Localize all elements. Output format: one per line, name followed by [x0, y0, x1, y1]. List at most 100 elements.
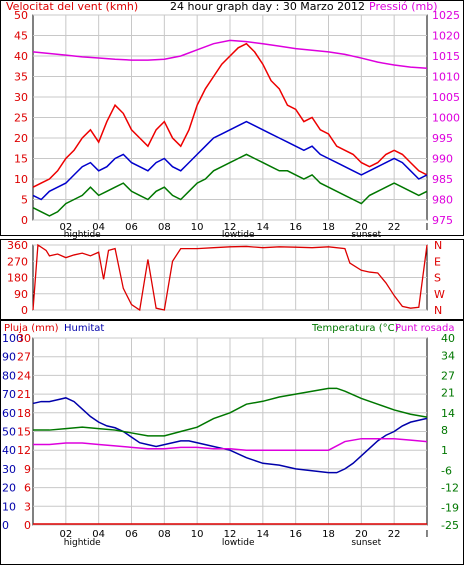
rain-tick-label: 15 [17, 426, 31, 439]
humidity-tick-label: 10 [2, 500, 16, 513]
direction-y-ticks: 0 90 180 270 360 [7, 239, 28, 317]
temperature-tick-label: 8 [441, 424, 448, 437]
humidity-tick-label: 80 [2, 369, 16, 382]
rain-label: Pluja (mm) [4, 323, 59, 334]
humidity-tick-label: 40 [2, 444, 16, 457]
pressure-tick-label: 1025 [432, 9, 460, 22]
x-tick-label: 18 [322, 529, 335, 540]
pressure-tick-label: 1020 [432, 30, 460, 43]
pressure-tick-label: 1015 [432, 50, 460, 63]
series-line-wind_gust [32, 42, 428, 188]
direction-tick-label: 0 [21, 304, 28, 317]
x-tick-label: 14 [256, 222, 269, 233]
x-tick-label: 10 [191, 529, 204, 540]
pressure-tick-label: 995 [432, 132, 453, 145]
temperature-tick-label: 34 [441, 349, 455, 362]
x-event-label: hightide [64, 230, 101, 240]
rain-tick-label: 27 [17, 351, 31, 364]
pressure-tick-label: 980 [432, 194, 453, 207]
rain-tick-label: 18 [17, 407, 31, 420]
temperature-tick-label: 14 [441, 407, 455, 420]
series-line-pressure [32, 39, 428, 70]
rain-tick-label: 6 [24, 482, 31, 495]
temperature-label: Temperatura (°C) [311, 323, 399, 334]
x-tick-label: 18 [322, 222, 335, 233]
humidity-tick-label: 50 [2, 426, 16, 439]
wind-tick-label: 10 [14, 173, 28, 186]
compass-tick-label: S [434, 272, 441, 285]
x-tick-label: I [426, 529, 429, 540]
rain-tick-label: 0 [24, 519, 31, 532]
x-event-label: lowtide [222, 230, 255, 240]
x-tick-label: 08 [158, 529, 171, 540]
temperature-tick-label: 40 [441, 332, 455, 345]
x-event-label: lowtide [222, 538, 255, 548]
pressure-tick-label: 975 [432, 214, 453, 227]
pressure-tick-label: 985 [432, 173, 453, 186]
x-tick-label: 14 [256, 529, 269, 540]
wind-tick-label: 40 [14, 50, 28, 63]
x-tick-label: I [426, 222, 429, 233]
x-tick-label: 12 [224, 529, 237, 540]
x-tick-label: 20 [355, 222, 368, 233]
x-tick-label: 22 [388, 222, 401, 233]
wind-y-ticks: 0 5 10 15 20 25 30 35 40 45 50 [14, 9, 28, 227]
temperature-tick-label: 27 [441, 369, 455, 382]
wind-speed-title: Velocitat del vent (kmh) [6, 0, 138, 13]
graph-day-title: 24 hour graph day : 30 Marzo 2012 [170, 0, 365, 13]
compass-tick-label: N [434, 304, 442, 317]
x-event-label: sunset [351, 538, 381, 548]
x-tick-label: 02 [59, 222, 72, 233]
temperature-y-ticks: -25 -19 -12 -6 1 8 14 21 27 34 40 [441, 332, 459, 532]
pressure-tick-label: 1010 [432, 71, 460, 84]
wind-tick-label: 50 [14, 9, 28, 22]
weather-series [32, 387, 428, 525]
pressure-tick-label: 1000 [432, 112, 460, 125]
direction-series [32, 243, 428, 312]
x-tick-label: 04 [92, 222, 105, 233]
compass-tick-label: W [434, 288, 445, 301]
temperature-tick-label: 1 [441, 444, 448, 457]
x-event-label: sunset [351, 230, 381, 240]
temperature-tick-label: -6 [441, 464, 452, 477]
humidity-label: Humitat [64, 323, 104, 334]
rain-tick-label: 30 [17, 332, 31, 345]
direction-tick-label: 360 [7, 239, 28, 252]
x-tick-label: 06 [125, 529, 138, 540]
rain-tick-label: 9 [24, 463, 31, 476]
direction-grid [33, 244, 427, 311]
wind-tick-label: 20 [14, 132, 28, 145]
rain-y-ticks: 0 3 6 9 12 15 18 21 24 27 30 [17, 332, 31, 532]
x-tick-label: 02 [59, 529, 72, 540]
humidity-tick-label: 20 [2, 482, 16, 495]
humidity-tick-label: 30 [2, 463, 16, 476]
humidity-tick-label: 100 [2, 332, 23, 345]
wind-grid [33, 14, 427, 221]
x-tick-label: 06 [125, 222, 138, 233]
x-tick-label: 12 [224, 222, 237, 233]
wind-tick-label: 15 [14, 153, 28, 166]
wind-tick-label: 35 [14, 71, 28, 84]
rain-tick-label: 12 [17, 444, 31, 457]
wind-series [32, 39, 428, 217]
series-line-wind_low [32, 153, 428, 217]
temperature-tick-label: -12 [441, 482, 459, 495]
series-line-temperature [33, 387, 428, 437]
x-tick-label: 16 [289, 529, 302, 540]
compass-tick-label: E [434, 255, 441, 268]
x-tick-label: 10 [191, 222, 204, 233]
rain-tick-label: 24 [17, 369, 31, 382]
dewpoint-label: Punt rosada [395, 323, 454, 334]
pressure-title: Pressió (mb) [369, 0, 438, 13]
humidity-tick-label: 0 [2, 519, 9, 532]
temperature-tick-label: 21 [441, 387, 455, 400]
x-tick-label: 16 [289, 222, 302, 233]
series-line-direction [32, 243, 428, 312]
temperature-tick-label: -19 [441, 502, 459, 515]
pressure-tick-label: 990 [432, 153, 453, 166]
